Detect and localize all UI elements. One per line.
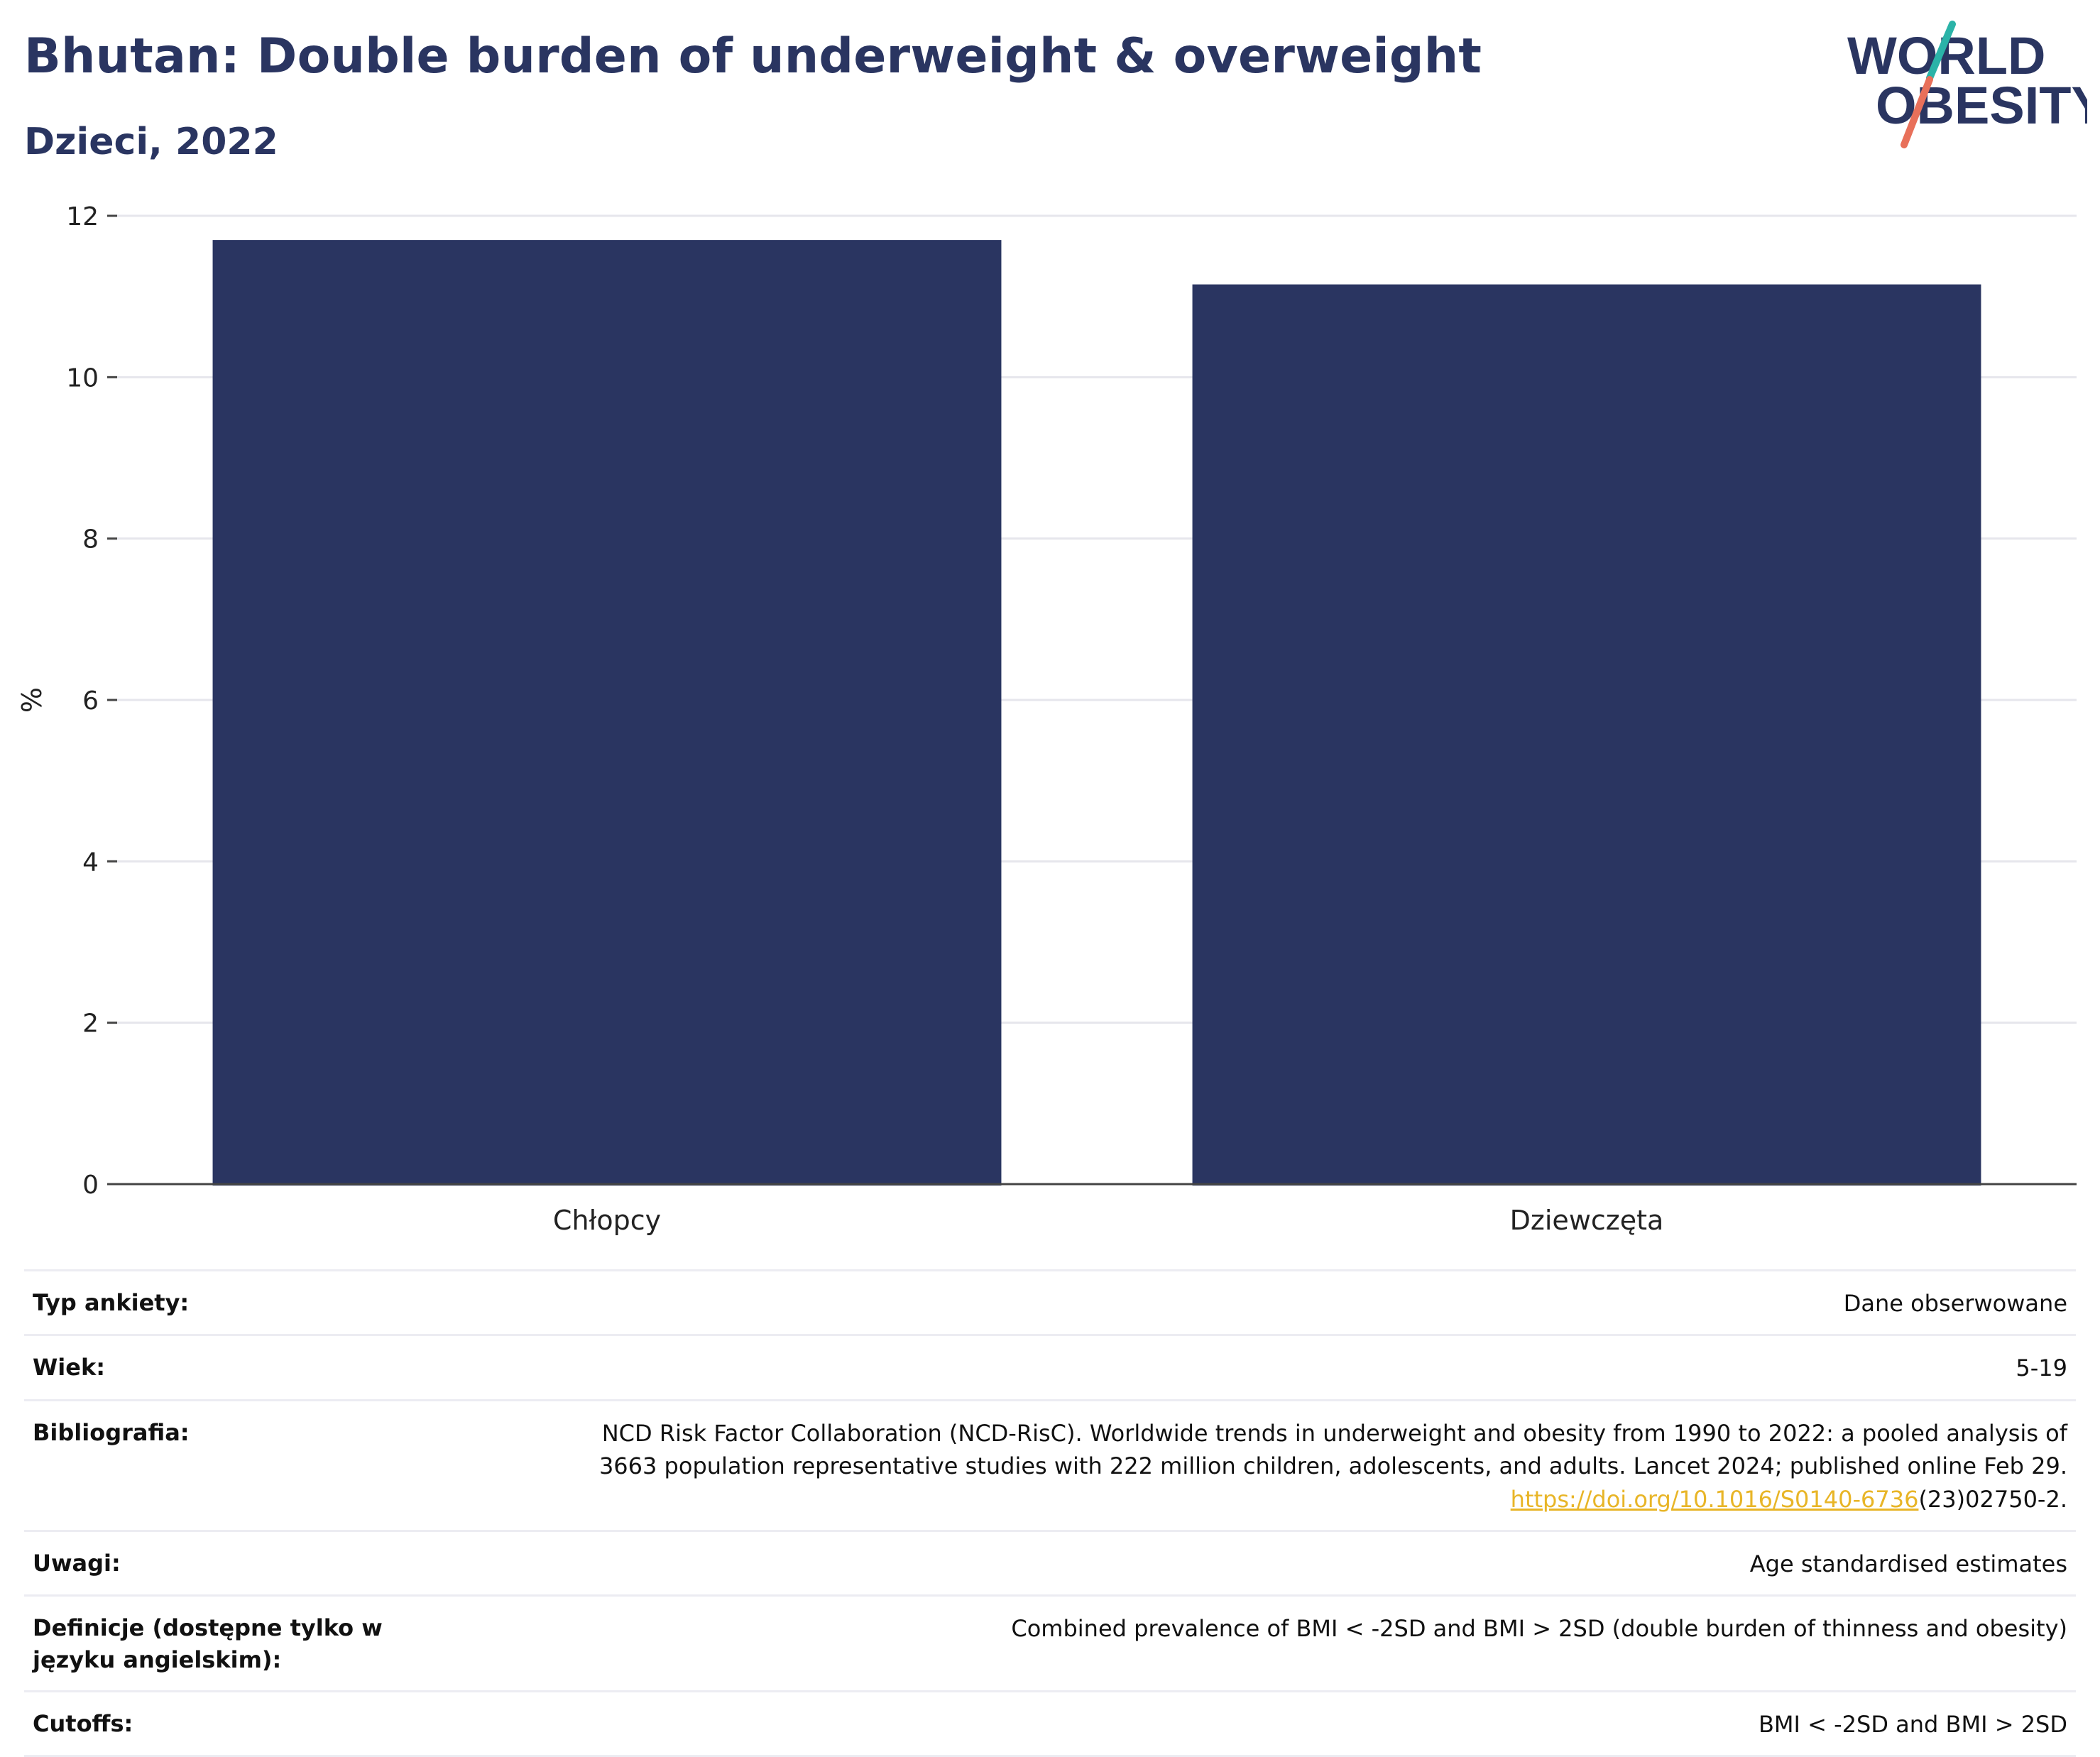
meta-label: Definicje (dostępne tylko w języku angie…	[33, 1614, 383, 1674]
meta-row-age: Wiek: 5-19	[24, 1334, 2076, 1399]
doi-link[interactable]: https://doi.org/10.1016/S0140-6736	[1510, 1485, 1919, 1513]
y-tick-labels: 0 2 4 6 8 10 12	[66, 202, 117, 1200]
meta-value: Combined prevalence of BMI < -2SD and BM…	[1011, 1615, 2067, 1643]
meta-label: Uwagi:	[33, 1549, 121, 1577]
logo-slash-coral	[1901, 76, 1933, 148]
x-tick-label: Chłopcy	[553, 1205, 661, 1236]
y-tick-label: 2	[82, 1009, 99, 1039]
y-tick-label: 8	[82, 525, 99, 554]
bar-0	[212, 240, 1002, 1186]
y-tick-label: 6	[82, 686, 99, 716]
bars	[212, 240, 1981, 1186]
bibliography-line-1: NCD Risk Factor Collaboration (NCD-RisC)…	[601, 1419, 2067, 1447]
meta-label: Bibliografia:	[33, 1418, 190, 1446]
y-tick-label: 0	[82, 1171, 99, 1200]
y-tick-label: 4	[82, 848, 99, 877]
meta-row-survey-type: Typ ankiety: Dane obserwowane	[24, 1269, 2076, 1334]
chart-subtitle: Dzieci, 2022	[24, 121, 278, 163]
meta-row-bibliography: Bibliografia: NCD Risk Factor Collaborat…	[24, 1399, 2076, 1530]
logo-slash-teal	[1926, 21, 1956, 82]
meta-value: 5-19	[2016, 1354, 2067, 1382]
bibliography-line-2: 3663 population representative studies w…	[598, 1452, 2067, 1480]
x-tick-label: Dziewczęta	[1510, 1205, 1664, 1236]
meta-row-notes: Uwagi: Age standardised estimates	[24, 1529, 2076, 1594]
meta-row-cutoffs: Cutoffs: BMI < -2SD and BMI > 2SD	[24, 1690, 2076, 1757]
chart-title: Bhutan: Double burden of underweight & o…	[24, 28, 1482, 84]
x-tick-labels: Chłopcy Dziewczęta	[553, 1205, 1663, 1236]
logo-text-obesity: OBESITY	[1876, 76, 2087, 135]
meta-label: Cutoffs:	[33, 1709, 133, 1737]
doi-suffix: (23)02750-2.	[1918, 1485, 2067, 1513]
meta-row-definitions: Definicje (dostępne tylko w języku angie…	[24, 1594, 2076, 1690]
meta-value: BMI < -2SD and BMI > 2SD	[1758, 1710, 2067, 1738]
y-tick-label: 12	[66, 202, 99, 231]
metadata-table: Typ ankiety: Dane obserwowane Wiek: 5-19…	[24, 1269, 2076, 1757]
world-obesity-logo: WORLD OBESITY	[1847, 21, 2087, 148]
y-tick-label: 10	[66, 363, 99, 393]
meta-label: Typ ankiety:	[33, 1289, 190, 1316]
meta-value: Age standardised estimates	[1749, 1550, 2067, 1577]
meta-value: NCD Risk Factor Collaboration (NCD-RisC)…	[515, 1417, 2067, 1516]
meta-label: Wiek:	[33, 1354, 106, 1381]
bar-1	[1192, 284, 1981, 1186]
y-axis-label: %	[16, 687, 48, 713]
meta-value: Dane obserwowane	[1843, 1290, 2067, 1317]
bar-chart: 0 2 4 6 8 10 12 Chłopcy Dziewczęta %	[16, 202, 2077, 1236]
